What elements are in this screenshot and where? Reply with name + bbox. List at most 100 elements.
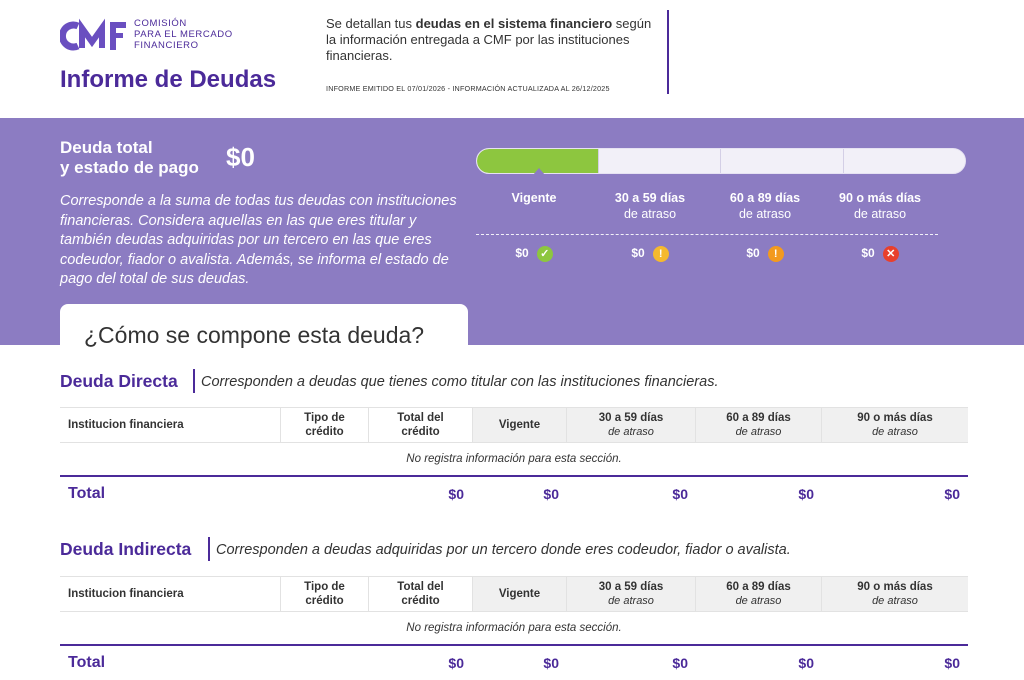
col-label: Total del [397, 581, 444, 593]
total-label: Total [68, 485, 106, 502]
col-vigente: Vigente [472, 577, 566, 611]
status-title: Vigente [511, 191, 557, 205]
total-60-89-value: $0 [798, 486, 814, 502]
logo-line: FINANCIERO [134, 40, 199, 51]
col-label: Vigente [498, 588, 541, 600]
total-debt-amount: $0 [226, 142, 255, 172]
total-label-line: y estado de pago [60, 158, 199, 177]
status-label-vigente: Vigente [474, 190, 594, 206]
col-90: 90 o más días de atraso [821, 408, 968, 442]
bar-segment-60-89 [721, 149, 844, 173]
col-sublabel: de atraso [735, 595, 782, 607]
emission-date: INFORME EMITIDO EL 07/01/2026 - INFORMAC… [326, 84, 610, 93]
status-divider [476, 234, 938, 235]
status-label-30-59: 30 a 59 días de atraso [590, 190, 710, 222]
col-label: Institucion financiera [68, 588, 184, 600]
bar-segment-30-59 [599, 149, 721, 173]
intro-pre: Se detallan tus [326, 16, 416, 31]
status-amount: $0 [746, 246, 760, 261]
bar-pointer [533, 168, 545, 175]
total-90-value: $0 [944, 655, 960, 671]
indirect-debt-title: Deuda Indirecta [60, 539, 192, 559]
col-sublabel: de atraso [872, 426, 918, 438]
status-amount-vigente: $0 ✓ [474, 246, 594, 262]
status-amount: $0 [861, 246, 875, 261]
col-institution: Institucion financiera [60, 408, 280, 442]
table-header: Institucion financiera Tipo de crédito To… [60, 576, 968, 612]
total-row: Total $0 $0 $0 $0 $0 [60, 652, 968, 676]
col-label: 30 a 59 días [598, 581, 664, 593]
status-amount-90: $0 ✕ [820, 246, 940, 262]
status-amount: $0 [515, 246, 529, 261]
header-divider [667, 10, 669, 94]
col-vigente: Vigente [472, 408, 566, 442]
intro-bold: deudas en el sistema financiero [415, 16, 613, 31]
report-header: COMISIÓN PARA EL MERCADO FINANCIERO Info… [0, 0, 1024, 118]
intro-text: Se detallan tus deudas en el sistema fin… [326, 16, 656, 64]
cmf-logo-mark [60, 18, 126, 51]
status-amount: $0 [631, 246, 645, 261]
col-label: crédito [305, 426, 344, 438]
total-vigente-value: $0 [543, 655, 559, 671]
col-30-59: 30 a 59 días de atraso [566, 577, 695, 611]
col-institution: Institucion financiera [60, 577, 280, 611]
status-amount-60-89: $0! [705, 246, 825, 262]
total-debt-label: Deuda total y estado de pago [60, 138, 199, 178]
col-sublabel: de atraso [872, 595, 918, 607]
col-90: 90 o más días de atraso [821, 577, 968, 611]
summary-band: Deuda total y estado de pago $0 Correspo… [0, 118, 1024, 352]
col-sublabel: de atraso [735, 426, 782, 438]
col-label: 90 o más días [857, 581, 933, 593]
col-credit-total: Total del crédito [368, 577, 472, 611]
col-label: Tipo de [304, 412, 345, 424]
total-divider [60, 644, 968, 646]
col-sublabel: de atraso [608, 595, 654, 607]
direct-debt-description: Corresponden a deudas que tienes como ti… [201, 374, 719, 390]
total-60-89-value: $0 [798, 655, 814, 671]
status-sub: de atraso [623, 207, 677, 221]
compose-tab: ¿Cómo se compone esta deuda? [60, 304, 468, 352]
total-label: Total [68, 654, 106, 671]
col-label: 90 o más días [857, 412, 933, 424]
col-60-89: 60 a 89 días de atraso [695, 577, 821, 611]
col-label: 60 a 89 días [726, 412, 791, 424]
status-title: 30 a 59 días [614, 191, 686, 205]
cmf-logo: COMISIÓN PARA EL MERCADO FINANCIERO [60, 18, 250, 54]
warning-icon: ! [767, 246, 784, 262]
col-label: Total del [397, 412, 444, 424]
status-sub: de atraso [853, 207, 907, 221]
status-title: 60 a 89 días [729, 191, 801, 205]
col-credit-total: Total del crédito [368, 408, 472, 442]
section-divider [193, 369, 195, 393]
indirect-debt-description: Corresponden a deudas adquiridas por un … [216, 542, 791, 558]
total-row: Total $0 $0 $0 $0 $0 [60, 483, 968, 507]
total-debt-description: Corresponde a la suma de todas tus deuda… [60, 193, 457, 287]
total-vigente-value: $0 [543, 486, 559, 502]
total-90-value: $0 [944, 486, 960, 502]
total-30-59-value: $0 [672, 486, 688, 502]
col-label: Vigente [498, 419, 541, 431]
status-title: 90 o más días [839, 191, 921, 205]
intro-post: según la información entregada a CMF por… [326, 16, 652, 63]
page-title: Informe de Deudas [60, 66, 277, 93]
logo-line: COMISIÓN [134, 18, 187, 29]
col-label: 30 a 59 días [598, 412, 664, 424]
status-amount-30-59: $0! [590, 246, 710, 262]
table-header: Institucion financiera Tipo de crédito To… [60, 407, 968, 443]
col-label: 60 a 89 días [726, 581, 791, 593]
empty-message: No registra información para esta secció… [406, 453, 622, 465]
col-credit-type: Tipo de crédito [280, 577, 368, 611]
payment-status-bar [476, 148, 966, 174]
total-label-line: Deuda total [60, 138, 153, 157]
warning-icon: ! [652, 246, 669, 262]
status-sub: de atraso [738, 207, 792, 221]
col-30-59: 30 a 59 días de atraso [566, 408, 695, 442]
bar-segment-90 [844, 149, 965, 173]
total-credit-value: $0 [448, 486, 464, 502]
col-label: crédito [401, 595, 440, 607]
section-divider [208, 537, 210, 561]
col-label: Institucion financiera [68, 419, 184, 431]
total-30-59-value: $0 [672, 655, 688, 671]
empty-message: No registra información para esta secció… [406, 622, 622, 634]
direct-debt-title: Deuda Directa [60, 371, 178, 391]
